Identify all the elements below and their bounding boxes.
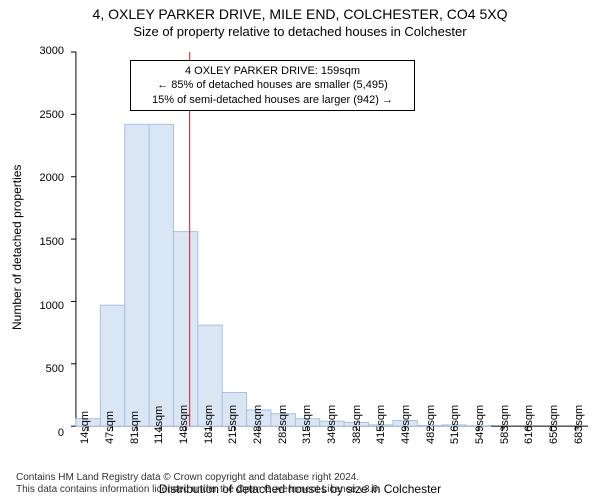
annotation-line1: 4 OXLEY PARKER DRIVE: 159sqm <box>137 64 408 78</box>
x-tick-label: 549sqm <box>474 405 486 444</box>
page-title-line1: 4, OXLEY PARKER DRIVE, MILE END, COLCHES… <box>0 0 600 22</box>
footer-line2: This data contains information licensed … <box>16 484 381 496</box>
y-tick-label: 1500 <box>24 236 64 248</box>
x-tick-label: 449sqm <box>400 405 412 444</box>
x-tick-label: 181sqm <box>203 405 215 444</box>
annotation-box: 4 OXLEY PARKER DRIVE: 159sqm ← 85% of de… <box>130 60 415 111</box>
x-tick-label: 683sqm <box>573 405 585 444</box>
footer-line1: Contains HM Land Registry data © Crown c… <box>16 472 381 484</box>
x-tick-label: 14sqm <box>79 411 91 444</box>
x-tick-label: 114sqm <box>153 406 165 444</box>
y-tick-label: 2000 <box>24 172 64 184</box>
annotation-line2: ← 85% of detached houses are smaller (5,… <box>137 78 408 92</box>
x-tick-label: 382sqm <box>351 405 363 444</box>
histogram-bar <box>100 305 124 426</box>
y-tick-label: 2500 <box>24 109 64 121</box>
y-axis-label: Number of detached properties <box>10 165 24 330</box>
annotation-line3: 15% of semi-detached houses are larger (… <box>137 93 408 107</box>
page-title-line2: Size of property relative to detached ho… <box>0 22 600 39</box>
x-tick-label: 215sqm <box>227 405 239 444</box>
x-tick-label: 650sqm <box>548 405 560 444</box>
x-tick-label: 47sqm <box>104 411 116 444</box>
x-tick-label: 516sqm <box>449 405 461 444</box>
x-tick-label: 583sqm <box>499 405 511 444</box>
x-tick-label: 616sqm <box>523 405 535 444</box>
x-tick-label: 482sqm <box>425 405 437 444</box>
y-tick-label: 500 <box>24 363 64 375</box>
x-tick-label: 282sqm <box>277 405 289 444</box>
x-tick-label: 415sqm <box>375 405 387 444</box>
histogram-bar <box>149 124 173 426</box>
y-tick-label: 0 <box>24 427 64 439</box>
y-tick-label: 1000 <box>24 300 64 312</box>
histogram-bar <box>125 124 149 426</box>
y-tick-label: 3000 <box>24 45 64 57</box>
histogram-bar <box>173 232 197 427</box>
x-tick-label: 349sqm <box>326 405 338 444</box>
x-tick-label: 248sqm <box>252 405 264 444</box>
x-tick-label: 148sqm <box>178 405 190 444</box>
x-tick-label: 315sqm <box>301 405 313 444</box>
footer-text: Contains HM Land Registry data © Crown c… <box>16 472 381 496</box>
x-tick-label: 81sqm <box>129 411 141 444</box>
